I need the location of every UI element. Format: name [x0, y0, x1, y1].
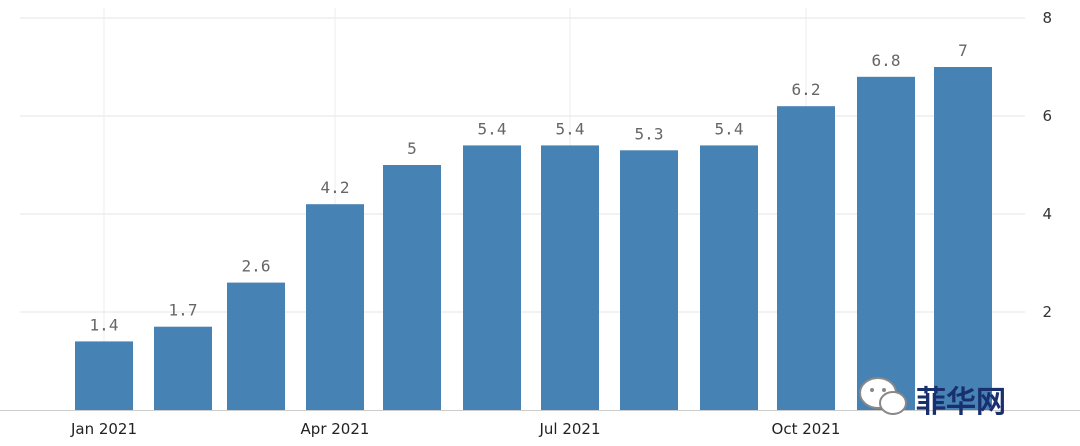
- data-label: 6.2: [792, 80, 821, 99]
- data-label: 1.4: [90, 315, 119, 334]
- y-tick-label: 2: [1042, 303, 1052, 321]
- watermark-text: 菲华网: [916, 385, 1006, 420]
- x-tick-label: Jul 2021: [538, 420, 600, 438]
- data-label: 1.7: [169, 301, 198, 320]
- x-axis: Jan 2021 Apr 2021 Jul 2021 Oct 2021: [70, 420, 840, 438]
- data-label: 5.4: [715, 119, 744, 138]
- y-axis: 2 4 6 8: [1042, 9, 1052, 321]
- bar: [227, 282, 285, 410]
- data-label: 5.4: [478, 119, 507, 138]
- bar: [154, 326, 212, 410]
- x-tick-label: Jan 2021: [70, 420, 137, 438]
- bar: [541, 145, 599, 410]
- data-label: 5.4: [556, 119, 585, 138]
- data-label: 5.3: [635, 124, 664, 143]
- y-tick-label: 4: [1042, 205, 1052, 223]
- data-label: 5: [407, 139, 417, 158]
- y-tick-label: 6: [1042, 107, 1052, 125]
- bar: [383, 165, 441, 410]
- data-label: 2.6: [242, 257, 271, 276]
- x-tick-label: Oct 2021: [772, 420, 841, 438]
- bar: [306, 204, 364, 410]
- bar: [777, 106, 835, 410]
- bar: [75, 341, 133, 410]
- x-tick-label: Apr 2021: [301, 420, 370, 438]
- bars: [75, 67, 992, 411]
- data-label: 7: [958, 41, 968, 60]
- data-label: 4.2: [321, 178, 350, 197]
- bar: [620, 150, 678, 411]
- y-tick-label: 8: [1042, 9, 1052, 27]
- bar: [934, 67, 992, 410]
- bar: [700, 145, 758, 410]
- bar: [857, 76, 915, 411]
- watermark: 菲华网: [859, 377, 1006, 420]
- bar: [463, 145, 521, 410]
- wechat-icon: [859, 377, 907, 415]
- value-labels: 1.4 1.7 2.6 4.2 5 5.4 5.4 5.3 5.4 6.2 6.8 7: [90, 41, 968, 334]
- data-label: 6.8: [872, 51, 901, 70]
